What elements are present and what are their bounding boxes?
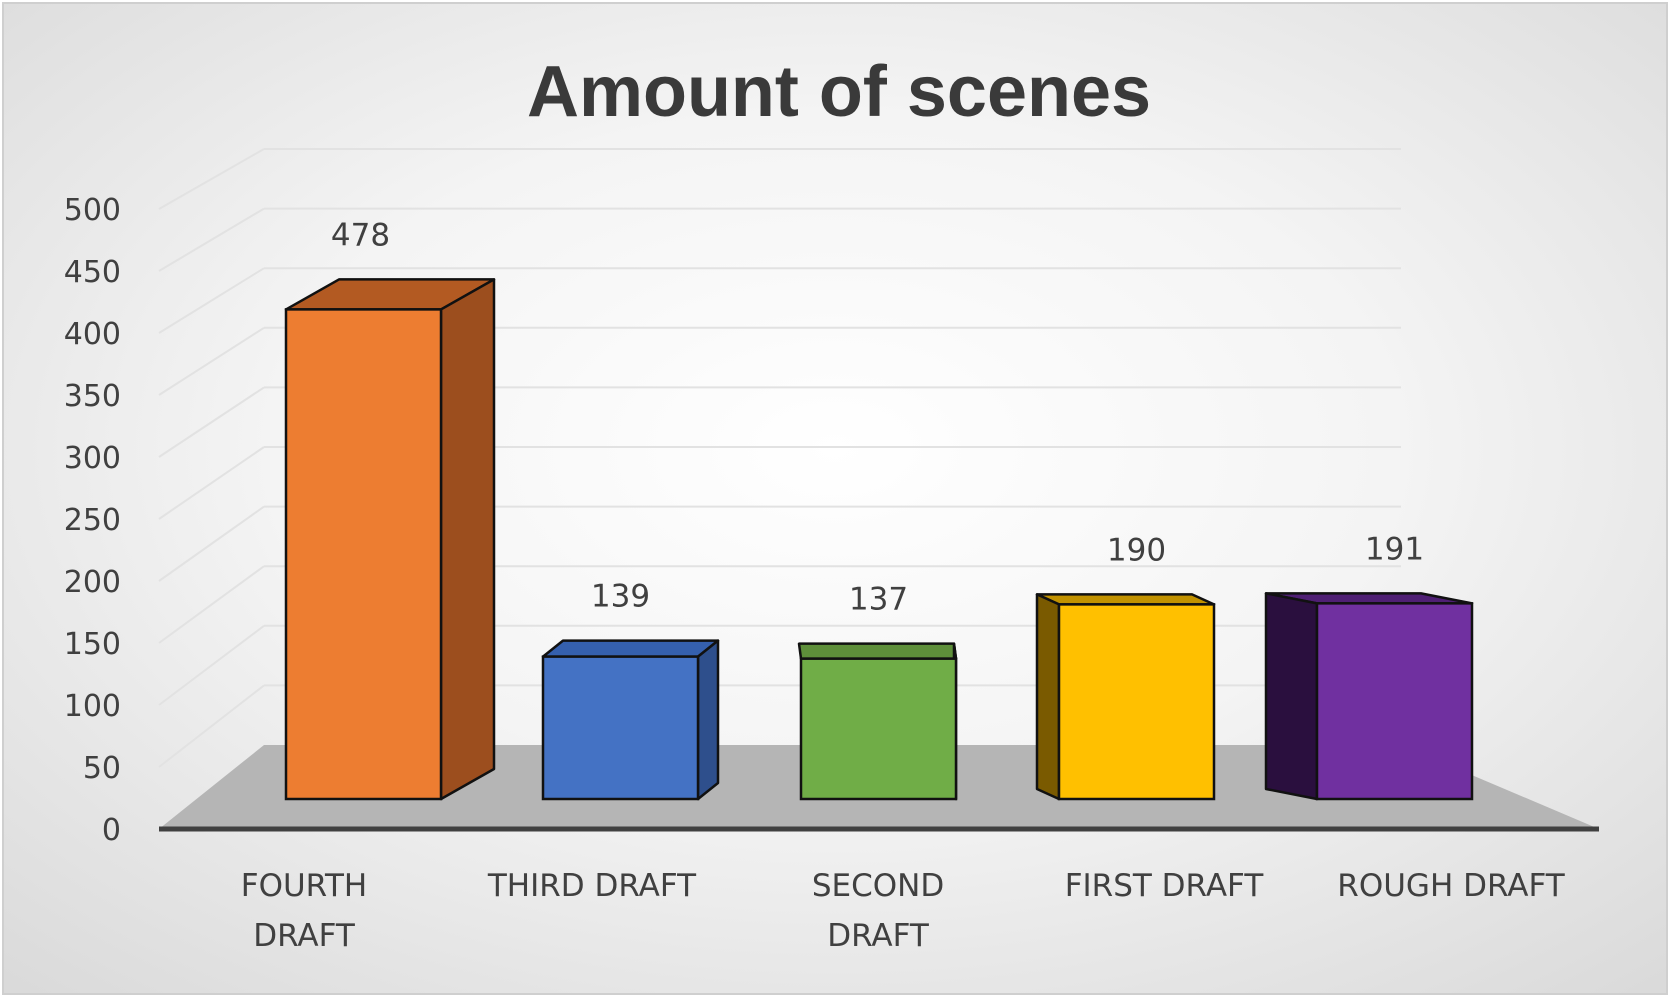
x-category-label: ROUGH DRAFT [1337,868,1565,904]
gridline-side [158,505,265,582]
y-tick-label: 50 [83,751,121,786]
y-tick-label: 250 [64,503,121,538]
x-category-label: FOURTH DRAFT [241,868,367,954]
bar-group [1264,592,1474,801]
y-tick-label: 150 [64,627,121,662]
data-label: 478 [331,217,390,253]
bar-top [541,639,720,658]
bar-layer [284,278,1474,801]
gridline-side [158,267,265,334]
axis-layer: 0 50 100 150 200 250 300 350 400 450 500 [64,193,1599,848]
bar-group [1035,593,1216,801]
bar [799,657,958,801]
y-tick-label: 350 [64,379,121,414]
gridline-side [158,446,265,520]
bar-side [696,639,720,801]
y-tick-label: 500 [64,193,121,228]
bar-group [797,642,958,801]
bar [1057,603,1216,801]
bar-group [541,639,720,801]
data-label: 191 [1365,531,1424,567]
x-category-label: FIRST DRAFT [1065,868,1265,904]
chart-svg: 0 50 100 150 200 250 300 350 400 450 500 478 FOURTH… [64,52,1599,954]
bar [1315,602,1474,801]
bar-side [439,278,496,801]
bar-side [1035,593,1061,801]
bar-side [1264,592,1319,801]
data-label: 139 [591,579,650,615]
x-category-label: THIRD DRAFT [487,868,697,904]
y-tick-label: 300 [64,441,121,476]
bar-top [1035,593,1216,606]
data-label: 190 [1107,532,1166,568]
y-tick-label: 450 [64,255,121,290]
gridline-side [158,625,265,706]
gridline-side [158,148,265,210]
y-tick-label: 400 [64,317,121,352]
data-label: 137 [849,582,908,618]
gridline-side [158,207,265,272]
y-tick-label: 200 [64,565,121,600]
gridline-side [158,386,265,458]
bar-top [797,642,958,660]
y-tick-label: 0 [102,813,121,848]
x-category-label: SECOND DRAFT [812,868,944,954]
gridline-side [158,684,265,768]
gridline-side [158,326,265,396]
y-tick-label: 100 [64,689,121,724]
chart-title: Amount of scenes [527,52,1151,132]
bar [541,655,700,801]
gridline-side [158,565,265,644]
bar [284,308,443,801]
bar-group [284,278,496,801]
label-layer: 478 FOURTH DRAFT 139 THIRD DRAFT 137 SECOND DRA… [241,217,1566,954]
